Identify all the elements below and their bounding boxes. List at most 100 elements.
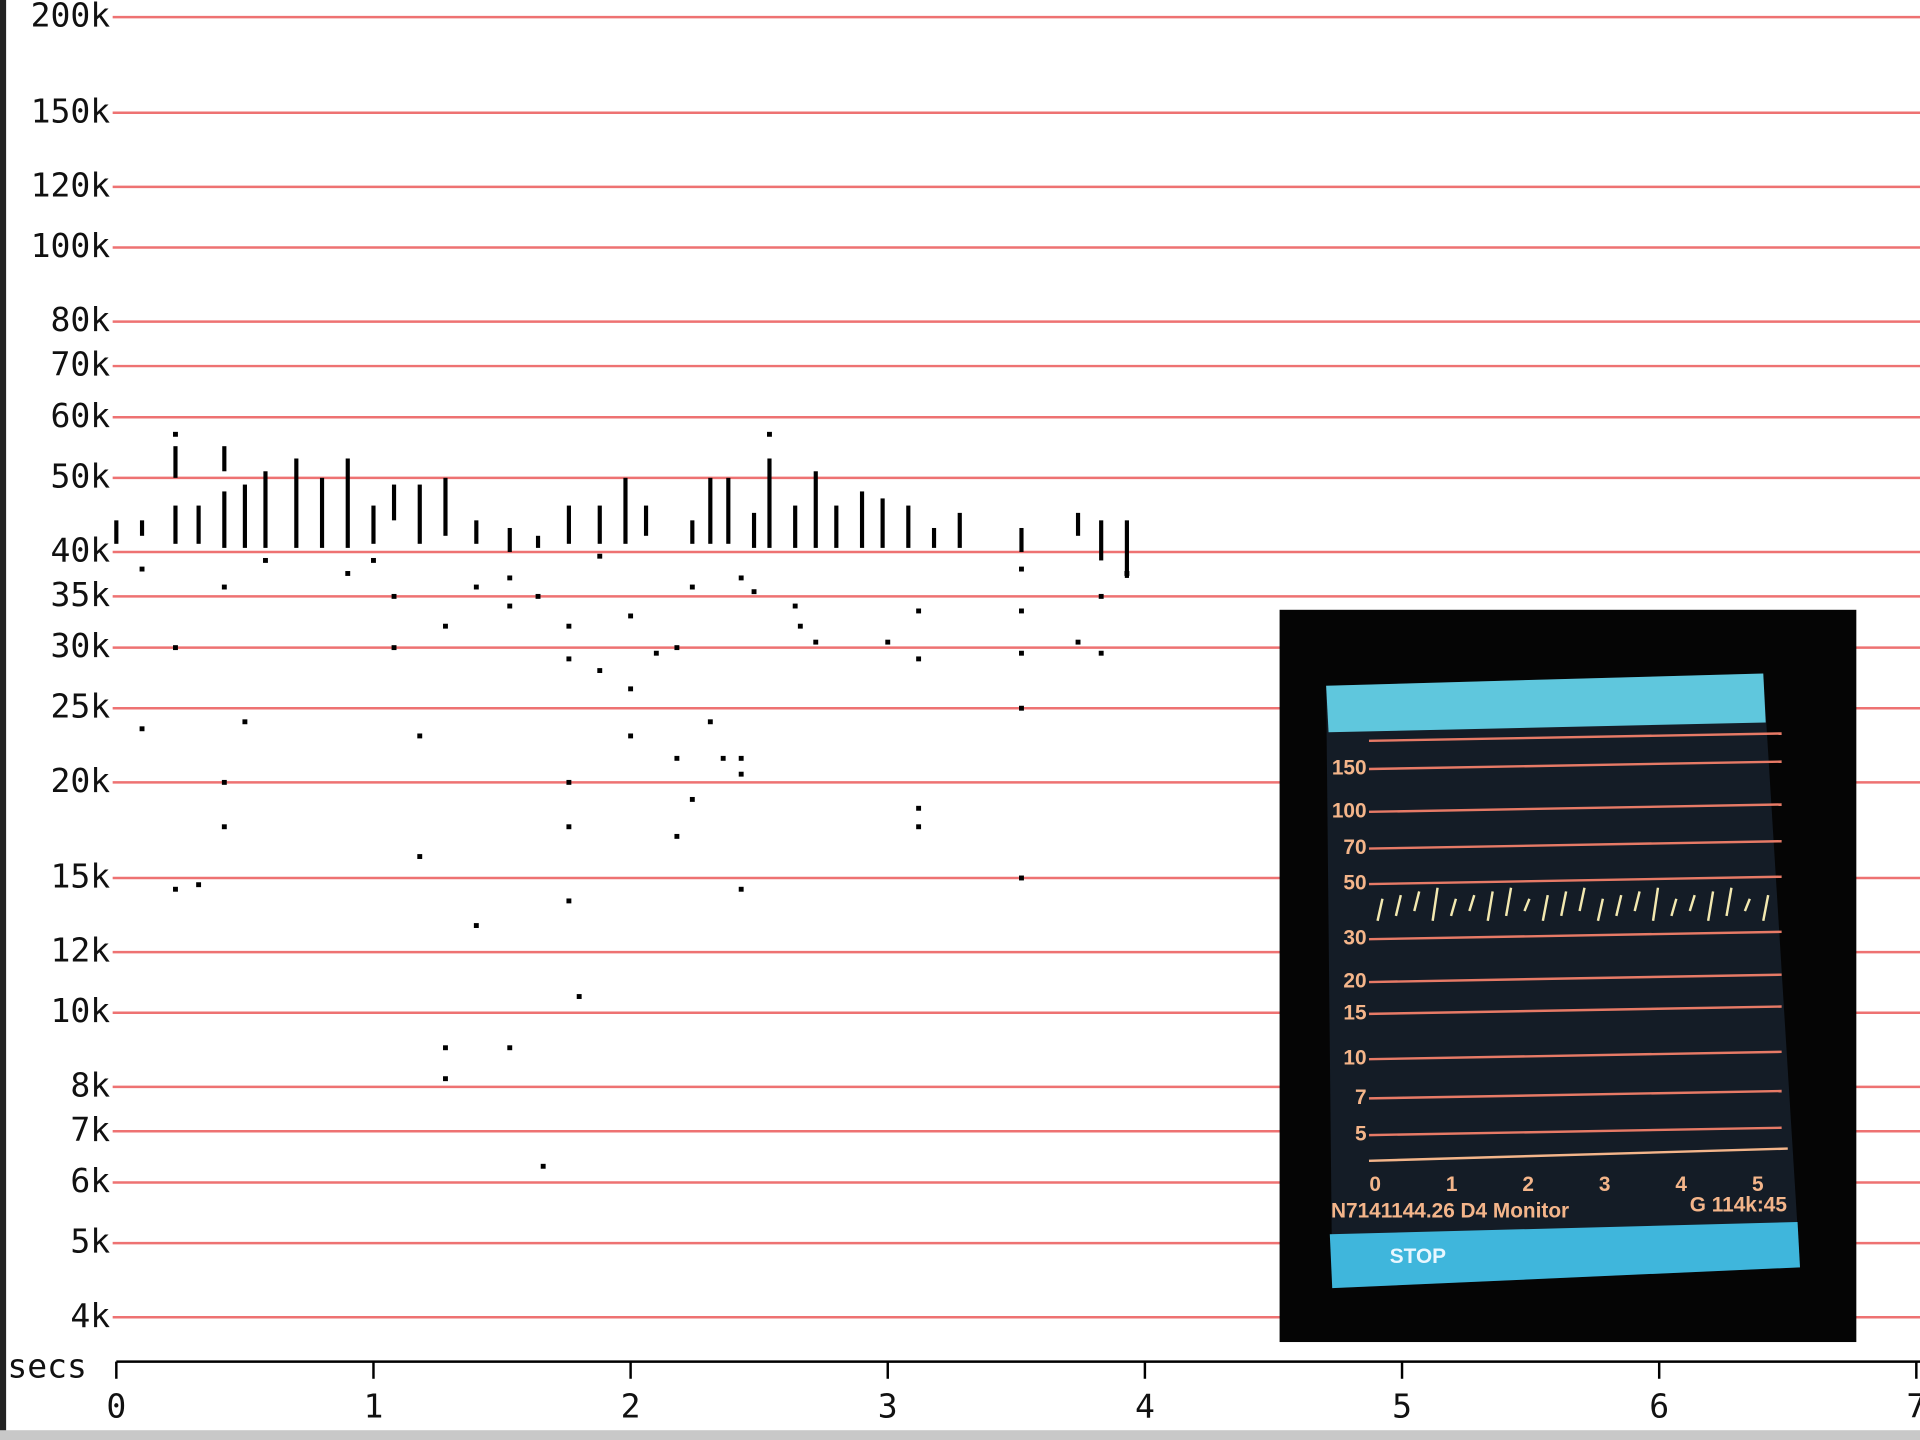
call-dot <box>674 645 680 651</box>
call-dot <box>173 645 178 651</box>
call-dot <box>797 623 803 629</box>
phone-call <box>1706 891 1715 922</box>
phone-call <box>1486 891 1494 922</box>
phone-grid-line <box>1368 760 1782 771</box>
phone-y-label: 7 <box>1355 1086 1367 1109</box>
call-dot <box>507 603 513 609</box>
call-dot <box>345 571 351 576</box>
y-tick-label: 12k <box>51 931 111 970</box>
call-dot <box>916 824 922 830</box>
call-stroke <box>726 477 731 544</box>
call-dot <box>535 593 541 599</box>
call-stroke <box>242 484 247 548</box>
call-dot <box>566 824 572 830</box>
phone-y-label: 10 <box>1343 1047 1366 1070</box>
x-tick-label: 5 <box>1392 1387 1412 1426</box>
call-dot <box>263 557 268 563</box>
phone-call <box>1725 887 1733 917</box>
call-stroke <box>417 484 422 544</box>
phone-call <box>1449 898 1458 917</box>
call-stroke <box>597 505 602 544</box>
call-stroke <box>535 535 541 548</box>
call-dot <box>391 645 397 651</box>
phone-y-label: 30 <box>1343 927 1366 950</box>
call-dot <box>173 886 178 892</box>
y-tick-label: 35k <box>51 575 111 614</box>
call-dot <box>653 650 659 656</box>
phone-y-label: 15 <box>1343 1001 1366 1024</box>
phone-button-bar <box>1329 1222 1800 1289</box>
call-stroke <box>1019 527 1024 553</box>
call-dot <box>738 755 744 761</box>
phone-call <box>1688 894 1696 912</box>
phone-call <box>1762 894 1770 922</box>
call-dot <box>443 1045 448 1051</box>
call-stroke <box>139 520 145 536</box>
call-dot <box>628 733 634 739</box>
phone-status-left: N7141144.26 D4 Monitor <box>1331 1200 1569 1223</box>
phone-call <box>1541 894 1549 922</box>
call-dot <box>139 566 145 572</box>
y-tick-label: 15k <box>51 856 111 895</box>
phone-grid-line <box>1368 1126 1782 1137</box>
call-dot <box>1075 639 1081 645</box>
call-stroke <box>391 484 397 521</box>
phone-call <box>1670 898 1678 917</box>
phone-call <box>1413 891 1421 912</box>
call-stroke <box>623 477 628 544</box>
y-tick-label: 8k <box>70 1065 110 1104</box>
phone-y-label: 150 <box>1332 756 1367 779</box>
call-stroke <box>319 477 325 548</box>
call-dot <box>173 431 178 437</box>
call-stroke <box>474 520 479 544</box>
call-dot <box>473 584 479 590</box>
phone-status-right: G 114k:45 <box>1690 1194 1787 1217</box>
call-dot <box>221 584 227 590</box>
phone-button[interactable]: STOP <box>1390 1245 1446 1268</box>
call-dot <box>1098 593 1104 599</box>
y-tick-label: 60k <box>51 396 111 435</box>
call-stroke <box>880 498 885 548</box>
phone-grid-line <box>1368 875 1782 886</box>
y-tick-label: 20k <box>51 761 111 800</box>
phone-grid-line <box>1368 1005 1782 1016</box>
call-stroke <box>793 505 798 548</box>
y-tick-label: 50k <box>51 456 111 495</box>
call-dot <box>689 584 695 590</box>
call-dot <box>738 771 744 777</box>
call-dot <box>566 656 572 662</box>
phone-y-label: 20 <box>1343 970 1366 993</box>
phone-grid-line <box>1368 840 1782 850</box>
phone-y-label: 5 <box>1355 1123 1367 1146</box>
phone-call <box>1651 887 1660 921</box>
call-dot <box>507 1045 513 1051</box>
call-dot <box>738 575 744 581</box>
call-dot <box>417 854 423 859</box>
phone-call <box>1504 887 1513 917</box>
x-tick-label: 1 <box>364 1387 384 1426</box>
phone-call <box>1394 894 1403 917</box>
call-dot <box>371 557 376 563</box>
call-dot <box>242 719 248 725</box>
call-dot <box>628 613 634 619</box>
call-stroke <box>859 491 865 548</box>
call-stroke <box>443 477 448 536</box>
phone-call <box>1431 887 1439 921</box>
x-tick-label: 3 <box>878 1387 898 1426</box>
phone-x-label: 3 <box>1599 1173 1611 1196</box>
call-dot <box>885 639 891 645</box>
call-dot <box>751 589 757 595</box>
call-stroke <box>1099 520 1104 561</box>
call-stroke <box>1075 512 1081 536</box>
phone-call <box>1560 891 1568 917</box>
phone-y-label: 100 <box>1332 799 1367 822</box>
call-dot <box>628 686 634 692</box>
phone-call <box>1376 898 1384 922</box>
call-dot <box>767 431 772 437</box>
call-dot <box>566 898 572 904</box>
y-tick-label: 7k <box>70 1110 110 1149</box>
call-dot <box>1019 705 1024 711</box>
call-dot <box>443 1076 448 1082</box>
call-stroke <box>767 458 772 548</box>
call-dot <box>707 719 713 725</box>
